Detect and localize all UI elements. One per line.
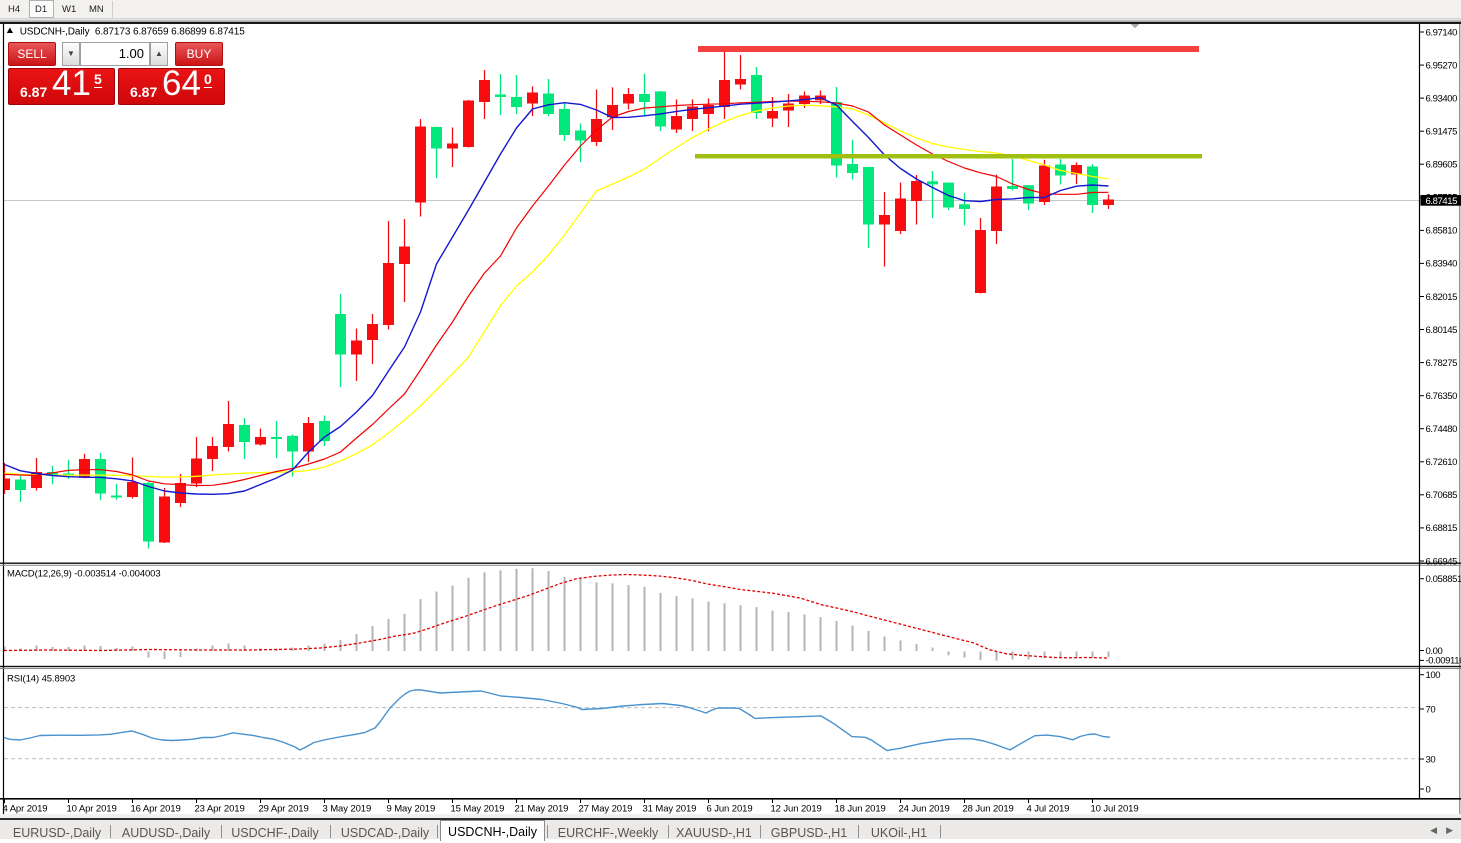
svg-text:6.76350: 6.76350	[1426, 391, 1458, 402]
svg-text:RSI(14) 45.8903: RSI(14) 45.8903	[7, 674, 75, 685]
svg-text:15 May 2019: 15 May 2019	[451, 804, 505, 815]
svg-text:30: 30	[1426, 754, 1436, 765]
svg-text:6.89605: 6.89605	[1426, 160, 1458, 171]
svg-text:29 Apr 2019: 29 Apr 2019	[259, 804, 309, 815]
svg-text:6.83940: 6.83940	[1426, 259, 1458, 270]
svg-text:10 Jul 2019: 10 Jul 2019	[1091, 804, 1139, 815]
svg-text:23 Apr 2019: 23 Apr 2019	[195, 804, 245, 815]
svg-text:12 Jun 2019: 12 Jun 2019	[771, 804, 822, 815]
svg-text:6.70685: 6.70685	[1426, 490, 1458, 501]
svg-text:0: 0	[1426, 784, 1431, 795]
svg-text:4 Jul 2019: 4 Jul 2019	[1027, 804, 1070, 815]
svg-text:6.85810: 6.85810	[1426, 226, 1458, 237]
svg-text:6.68815: 6.68815	[1426, 523, 1458, 534]
svg-text:3 May 2019: 3 May 2019	[323, 804, 372, 815]
svg-text:24 Jun 2019: 24 Jun 2019	[899, 804, 950, 815]
svg-text:21 May 2019: 21 May 2019	[515, 804, 569, 815]
svg-text:28 Jun 2019: 28 Jun 2019	[963, 804, 1014, 815]
svg-text:MACD(12,26,9) -0.003514 -0.004: MACD(12,26,9) -0.003514 -0.004003	[7, 569, 161, 580]
svg-text:6.87415: 6.87415	[1426, 196, 1458, 207]
svg-text:6.66945: 6.66945	[1426, 556, 1458, 567]
svg-text:0.058851: 0.058851	[1426, 574, 1461, 585]
svg-text:6.91475: 6.91475	[1426, 127, 1458, 138]
svg-text:9 May 2019: 9 May 2019	[387, 804, 436, 815]
svg-text:31 May 2019: 31 May 2019	[643, 804, 697, 815]
svg-text:16 Apr 2019: 16 Apr 2019	[131, 804, 181, 815]
svg-text:6.74480: 6.74480	[1426, 424, 1458, 435]
svg-text:6.72610: 6.72610	[1426, 457, 1458, 468]
svg-text:6.93400: 6.93400	[1426, 93, 1458, 104]
svg-text:USDCNH-,Daily 6.87173 6.87659: USDCNH-,Daily 6.87173 6.87659 6.86899 6.…	[20, 27, 246, 38]
svg-text:6.97140: 6.97140	[1426, 27, 1458, 38]
svg-text:100: 100	[1426, 670, 1441, 681]
svg-text:6.78275: 6.78275	[1426, 358, 1458, 369]
svg-text:70: 70	[1426, 704, 1436, 715]
svg-text:6.80145: 6.80145	[1426, 325, 1458, 336]
svg-text:10 Apr 2019: 10 Apr 2019	[67, 804, 117, 815]
svg-text:6.95270: 6.95270	[1426, 60, 1458, 71]
svg-text:18 Jun 2019: 18 Jun 2019	[835, 804, 886, 815]
svg-text:-0.009116: -0.009116	[1426, 656, 1461, 667]
svg-text:6.82015: 6.82015	[1426, 292, 1458, 303]
svg-text:6 Jun 2019: 6 Jun 2019	[707, 804, 753, 815]
svg-text:27 May 2019: 27 May 2019	[579, 804, 633, 815]
svg-text:4 Apr 2019: 4 Apr 2019	[3, 804, 48, 815]
